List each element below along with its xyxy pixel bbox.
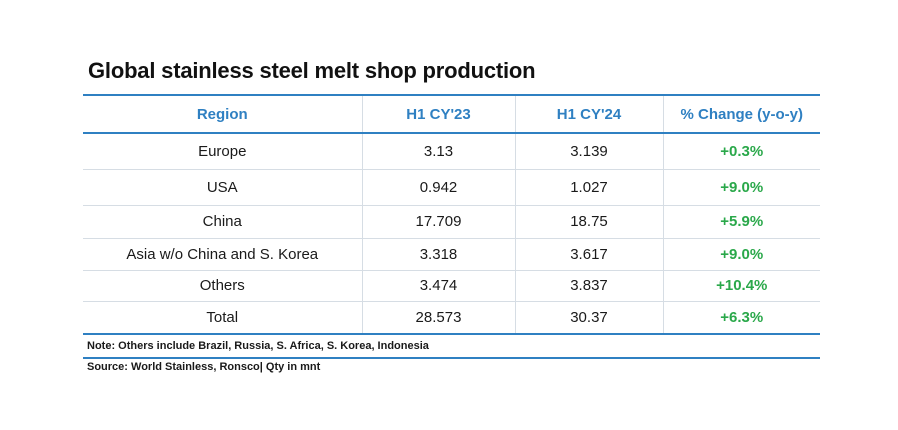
table-header-row: Region H1 CY'23 H1 CY'24 % Change (y-o-y… [83,95,820,133]
header-change: % Change (y-o-y) [662,95,820,133]
header-h1-cy23: H1 CY'23 [361,95,515,133]
table-row: Asia w/o China and S. Korea 3.318 3.617 … [83,238,820,270]
cell-change: +0.3% [662,133,820,169]
cell-change: +5.9% [662,205,820,238]
cell-region: Others [199,277,245,294]
table-row: Europe 3.13 3.139 +0.3% [83,133,820,169]
table-row: China 17.709 18.75 +5.9% [83,205,820,238]
cell-h1-cy23: 3.474 [361,270,515,301]
table-note: Note: Others include Brazil, Russia, S. … [83,335,820,359]
table-title: Global stainless steel melt shop product… [88,58,536,83]
cell-h1-cy24: 3.617 [514,238,663,270]
cell-change: +9.0% [662,169,820,205]
table-row-total: Total 28.573 30.37 +6.3% [83,301,820,334]
cell-h1-cy24: 3.837 [514,270,663,301]
cell-region: USA [206,178,238,196]
cell-h1-cy23: 3.318 [361,238,515,270]
cell-h1-cy23: 0.942 [361,169,515,205]
cell-change: +10.4% [662,270,820,301]
header-h1-cy24: H1 CY'24 [514,95,663,133]
cell-h1-cy23: 28.573 [361,301,515,334]
cell-change: +9.0% [662,238,820,270]
cell-h1-cy24: 1.027 [514,169,663,205]
cell-change: +6.3% [662,301,820,334]
cell-h1-cy24: 18.75 [514,205,663,238]
cell-region: Asia w/o China and S. Korea [126,245,319,263]
cell-h1-cy24: 3.139 [514,133,663,169]
cell-h1-cy24: 30.37 [514,301,663,334]
cell-region: China [202,213,242,230]
table-row: Others 3.474 3.837 +10.4% [83,270,820,301]
source-line: Source: World Stainless, Ronsco| Qty in … [87,361,321,373]
production-table-container: Region H1 CY'23 H1 CY'24 % Change (y-o-y… [83,94,820,359]
cell-region: Total [206,308,239,326]
cell-region: Europe [198,142,247,160]
cell-h1-cy23: 3.13 [361,133,515,169]
table-row: USA 0.942 1.027 +9.0% [83,169,820,205]
production-table: Region H1 CY'23 H1 CY'24 % Change (y-o-y… [83,94,820,335]
header-region: Region [196,105,248,123]
cell-h1-cy23: 17.709 [361,205,515,238]
